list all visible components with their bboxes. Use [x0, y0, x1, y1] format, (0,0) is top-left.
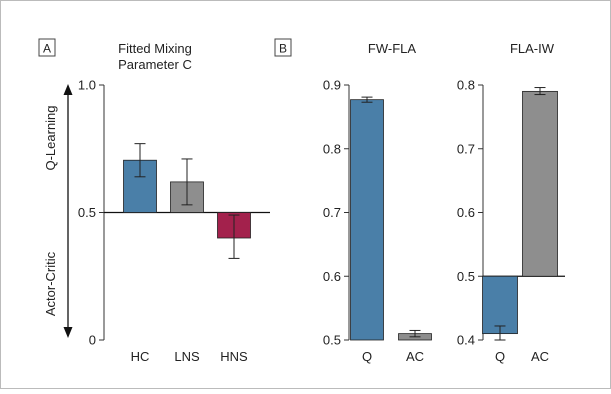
chart-a-arrow-up-head: [63, 84, 73, 95]
chart-fw-fla-y-tick-label: 0.6: [323, 269, 341, 284]
chart-fla-iw-y-tick-label: 0.7: [457, 141, 475, 156]
chart-a-y-tick-label: 1.0: [78, 78, 96, 93]
chart-a-arrow-down-head: [63, 327, 73, 338]
chart-fla-iw-category-label: AC: [531, 349, 549, 364]
panel-b-letter-box: [274, 38, 292, 57]
chart-fla-iw-y-tick-label: 0.4: [457, 333, 475, 348]
chart-a-title-line2: Parameter C: [118, 57, 192, 72]
panel-b-letter: B: [279, 42, 287, 56]
chart-fla-iw-y-tick-label: 0.6: [457, 205, 475, 220]
chart-fw-fla-category-label: Q: [362, 349, 372, 364]
chart-fla-iw-y-tick-label: 0.5: [457, 269, 475, 284]
chart-fw-fla-y-tick-label: 0.7: [323, 205, 341, 220]
chart-a-ylabel-top: Q-Learning: [43, 105, 58, 170]
chart-fla-iw-y-tick-label: 0.8: [457, 78, 475, 93]
chart-a-category-label: HC: [131, 349, 150, 364]
chart-fla-iw-bar-ac: [522, 90, 558, 277]
panel-a-letter-box: [38, 38, 56, 57]
chart-fw-fla-y-tick-label: 0.5: [323, 333, 341, 348]
chart-fw-fla-y-tick-label: 0.8: [323, 141, 341, 156]
chart-fla-iw-bar-q: [482, 275, 518, 335]
chart-fw-fla-title: FW-FLA: [368, 41, 416, 56]
chart-fw-fla-category-label: AC: [406, 349, 424, 364]
chart-a-y-tick-label: 0.5: [78, 205, 96, 220]
chart-fla-iw-title: FLA-IW: [510, 41, 555, 56]
chart-fw-fla-bar-q: [350, 99, 384, 341]
chart-a-title-line1: Fitted Mixing: [118, 41, 192, 56]
chart-a-category-label: LNS: [174, 349, 200, 364]
chart-a-ylabel-bottom: Actor-Critic: [43, 251, 58, 316]
chart-fla-iw-category-label: Q: [495, 349, 505, 364]
chart-fw-fla-y-tick-label: 0.9: [323, 78, 341, 93]
panel-a-letter: A: [43, 42, 51, 56]
chart-a-y-tick-label: 0: [89, 333, 96, 348]
chart-a-category-label: HNS: [220, 349, 248, 364]
